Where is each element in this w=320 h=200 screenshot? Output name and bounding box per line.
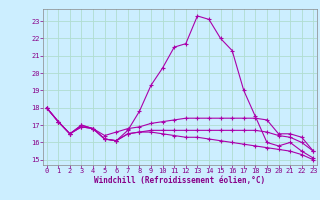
X-axis label: Windchill (Refroidissement éolien,°C): Windchill (Refroidissement éolien,°C) xyxy=(94,176,266,185)
